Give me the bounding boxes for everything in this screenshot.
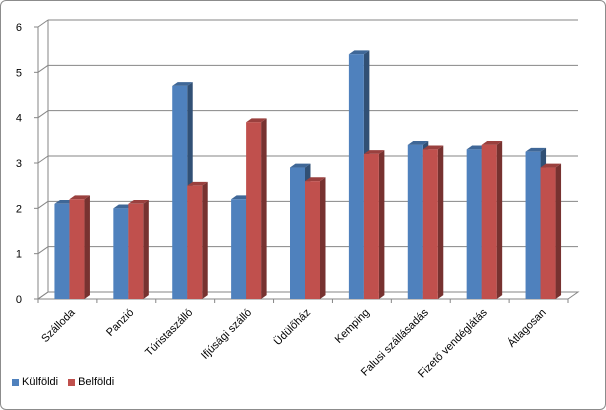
bar-belfldi-6 (422, 149, 438, 299)
bar-belfldi-1-side (143, 199, 149, 299)
legend-label-belfoldi: Belföldi (78, 376, 115, 388)
legend-item-kulfoldi: Külföldi (12, 376, 58, 388)
bar-belfldi-3-top (246, 118, 267, 123)
bar-belfldi-2-side (202, 181, 208, 299)
legend: Külföldi Belföldi (12, 376, 114, 388)
x-tick-label-2: Túristaszálló (143, 307, 195, 359)
bar-belfldi-5-top (363, 150, 385, 154)
bar-belfldi-1 (128, 203, 144, 299)
bar-klfldi-6 (407, 144, 423, 299)
bar-klfldi-5-top (348, 50, 370, 55)
bar-klfldi-3 (231, 199, 247, 299)
y-tick-label-6: 6 (16, 22, 22, 34)
bar-klfldi-2-top (172, 82, 193, 86)
legend-swatch-kulfoldi (12, 378, 19, 386)
bar-belfldi-0 (69, 199, 85, 299)
bar-klfldi-6-top (407, 141, 429, 145)
legend-item-belfoldi: Belföldi (68, 376, 114, 388)
legend-swatch-belfoldi (68, 378, 76, 386)
bar-belfldi-7-top (481, 141, 503, 145)
y-tick-label-3: 3 (16, 158, 22, 170)
bar-belfldi-4 (305, 181, 320, 299)
bar-klfldi-8 (525, 151, 541, 299)
bar-belfldi-7 (481, 144, 497, 299)
legend-label-kulfoldi: Külföldi (22, 376, 59, 388)
bar-belfldi-6-top (422, 145, 444, 150)
bar-belfldi-0-side (84, 195, 90, 299)
gridline-diag-3 (37, 155, 49, 164)
bar-belfldi-0-top (69, 195, 90, 200)
gridline-diag-2 (37, 200, 49, 209)
bar-belfldi-5 (363, 153, 379, 299)
y-tick-label-2: 2 (16, 203, 22, 215)
bar-klfldi-7 (466, 149, 482, 299)
gridline-diag-1 (37, 246, 49, 255)
x-tick-label-4: Üdülőház (272, 307, 313, 348)
bar-klfldi-1 (113, 208, 129, 299)
gridline-diag-6 (37, 19, 49, 28)
bar-belfldi-6-side (437, 145, 444, 299)
y-tick-label-0: 0 (16, 294, 22, 306)
y-tick-label-4: 4 (16, 113, 22, 125)
gridline-diag-5 (37, 64, 49, 73)
bar-belfldi-4-side (320, 177, 326, 299)
bar-klfldi-5 (348, 54, 364, 300)
gridline-diag-4 (37, 110, 49, 119)
bar-belfldi-8-side (555, 163, 562, 299)
x-tick-label-8: Átlagosan (505, 306, 549, 350)
y-tick-label-1: 1 (16, 249, 22, 261)
x-tick-label-3: Ifjúsági szálló (199, 307, 254, 362)
bar-belfldi-5-side (378, 150, 385, 299)
bar-belfldi-2 (187, 185, 203, 299)
bar-belfldi-8 (540, 167, 556, 299)
bar-belfldi-3-side (261, 118, 267, 299)
x-tick-label-1: Panzió (104, 307, 136, 339)
bar-klfldi-2 (172, 85, 188, 299)
x-tick-label-0: Szálloda (39, 306, 78, 345)
bar-belfldi-1-top (128, 199, 149, 204)
bar-klfldi-8-top (525, 147, 547, 152)
bar-belfldi-4-top (305, 177, 326, 182)
bar-klfldi-0 (54, 203, 70, 299)
bar-klfldi-4 (290, 167, 305, 299)
bar-belfldi-7-side (496, 141, 503, 299)
bar-klfldi-4-top (290, 163, 311, 168)
y-tick-label-5: 5 (16, 67, 22, 79)
x-tick-label-5: Kemping (333, 307, 372, 346)
bar-belfldi-8-top (540, 163, 562, 168)
bar-belfldi-2-top (187, 181, 208, 186)
bar-belfldi-3 (246, 122, 262, 299)
